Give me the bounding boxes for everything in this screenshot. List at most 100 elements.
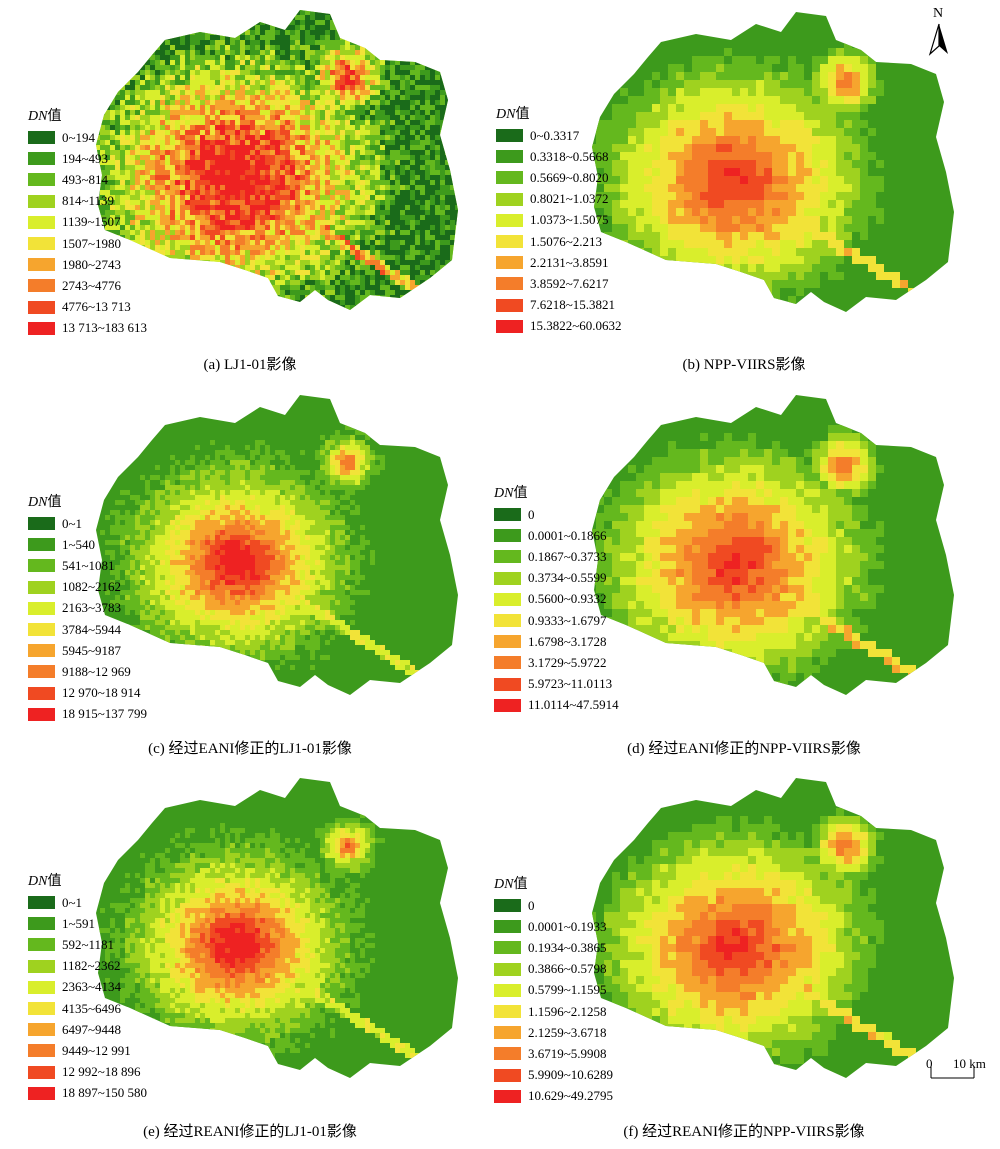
- legend-label: 1182~2362: [62, 958, 121, 974]
- legend-item: 493~814: [28, 169, 147, 190]
- legend-label: 13 713~183 613: [62, 320, 147, 336]
- legend-swatch: [28, 708, 55, 721]
- legend-item: 18 897~150 580: [28, 1083, 147, 1104]
- legend-item: 814~1139: [28, 191, 147, 212]
- legend-swatch: [28, 173, 55, 186]
- legend-item: 2363~4134: [28, 977, 147, 998]
- legend-label: 2163~3783: [62, 600, 121, 616]
- legend-label: 1.1596~2.1258: [528, 1004, 607, 1020]
- legend-item: 2.1259~3.6718: [494, 1022, 613, 1043]
- legend-swatch: [494, 1005, 521, 1018]
- legend-swatch: [494, 614, 521, 627]
- legend-label: 592~1181: [62, 937, 114, 953]
- legend-swatch: [28, 517, 55, 530]
- legend-swatch: [496, 129, 523, 142]
- legend-swatch: [496, 214, 523, 227]
- legend-label: 1082~2162: [62, 579, 121, 595]
- legend-item: 0.0001~0.1933: [494, 916, 613, 937]
- legend-item: 1182~2362: [28, 956, 147, 977]
- legend-item: 0.1934~0.3865: [494, 937, 613, 958]
- legend-item: 0.3866~0.5798: [494, 959, 613, 980]
- legend-swatch: [494, 699, 521, 712]
- legend-item: 1.6798~3.1728: [494, 631, 619, 652]
- legend-title: DN值: [496, 103, 622, 123]
- legend-swatch: [28, 581, 55, 594]
- legend-item: 0.5600~0.9332: [494, 589, 619, 610]
- legend-label: 1507~1980: [62, 236, 121, 252]
- legend-swatch: [494, 593, 521, 606]
- legend-label: 541~1081: [62, 558, 115, 574]
- legend-label: 2.1259~3.6718: [528, 1025, 607, 1041]
- legend-label: 814~1139: [62, 193, 114, 209]
- legend-swatch: [28, 538, 55, 551]
- caption-e: (e) 经过REANI修正的LJ1-01影像: [0, 1120, 500, 1141]
- legend-label: 0~1: [62, 895, 82, 911]
- legend-swatch: [28, 559, 55, 572]
- legend-title: DN值: [28, 105, 147, 125]
- legend-label: 0~0.3317: [530, 128, 579, 144]
- legend-item: 1980~2743: [28, 254, 147, 275]
- caption-d: (d) 经过EANI修正的NPP-VIIRS影像: [494, 737, 994, 758]
- legend-item: 0~1: [28, 892, 147, 913]
- legend-label: 9449~12 991: [62, 1043, 131, 1059]
- legend-title: DN值: [28, 491, 147, 511]
- legend-label: 0.1934~0.3865: [528, 940, 607, 956]
- legend-item: 0.8021~1.0372: [496, 189, 622, 210]
- legend-item: 0: [494, 895, 613, 916]
- legend-label: 0.9333~1.6797: [528, 613, 607, 629]
- legend-swatch: [28, 1023, 55, 1036]
- legend-item: 5945~9187: [28, 640, 147, 661]
- legend-item: 0~0.3317: [496, 125, 622, 146]
- legend-swatch: [28, 981, 55, 994]
- legend-label: 12 992~18 896: [62, 1064, 141, 1080]
- legend-item: 1507~1980: [28, 233, 147, 254]
- legend-swatch: [28, 152, 55, 165]
- legend-swatch: [28, 1087, 55, 1100]
- legend-swatch: [494, 572, 521, 585]
- legend-item: 0~1: [28, 513, 147, 534]
- legend-label: 493~814: [62, 172, 108, 188]
- legend-item: 12 992~18 896: [28, 1062, 147, 1083]
- legend-label: 0.3318~0.5668: [530, 149, 609, 165]
- legend-item: 7.6218~15.3821: [496, 295, 622, 316]
- north-arrow-icon: [924, 6, 954, 58]
- caption-f: (f) 经过REANI修正的NPP-VIIRS影像: [494, 1120, 994, 1141]
- legend-label: 6497~9448: [62, 1022, 121, 1038]
- legend-label: 194~493: [62, 151, 108, 167]
- legend-label: 1980~2743: [62, 257, 121, 273]
- scale-distance: 10 km: [953, 1056, 986, 1072]
- legend-title: DN值: [494, 482, 619, 502]
- legend-swatch: [494, 920, 521, 933]
- legend-swatch: [496, 171, 523, 184]
- legend-item: 1.5076~2.213: [496, 231, 622, 252]
- legend-item: 592~1181: [28, 934, 147, 955]
- legend-swatch: [28, 131, 55, 144]
- legend-swatch: [28, 623, 55, 636]
- legend-swatch: [28, 938, 55, 951]
- legend-label: 9188~12 969: [62, 664, 131, 680]
- legend-label: 2.2131~3.8591: [530, 255, 609, 271]
- legend-item: 13 713~183 613: [28, 318, 147, 339]
- legend-item: 11.0114~47.5914: [494, 695, 619, 716]
- legend-swatch: [494, 635, 521, 648]
- legend-item: 3.1729~5.9722: [494, 652, 619, 673]
- legend-item: 9188~12 969: [28, 661, 147, 682]
- legend-swatch: [496, 235, 523, 248]
- legend-label: 15.3822~60.0632: [530, 318, 622, 334]
- legend-item: 1.0373~1.5075: [496, 210, 622, 231]
- legend-item: 194~493: [28, 148, 147, 169]
- legend-swatch: [494, 550, 521, 563]
- legend-item: 10.629~49.2795: [494, 1086, 613, 1107]
- legend-label: 0.3866~0.5798: [528, 961, 607, 977]
- legend-swatch: [494, 678, 521, 691]
- legend-swatch: [28, 1066, 55, 1079]
- legend-swatch: [494, 656, 521, 669]
- legend-label: 7.6218~15.3821: [530, 297, 615, 313]
- legend-label: 5945~9187: [62, 643, 121, 659]
